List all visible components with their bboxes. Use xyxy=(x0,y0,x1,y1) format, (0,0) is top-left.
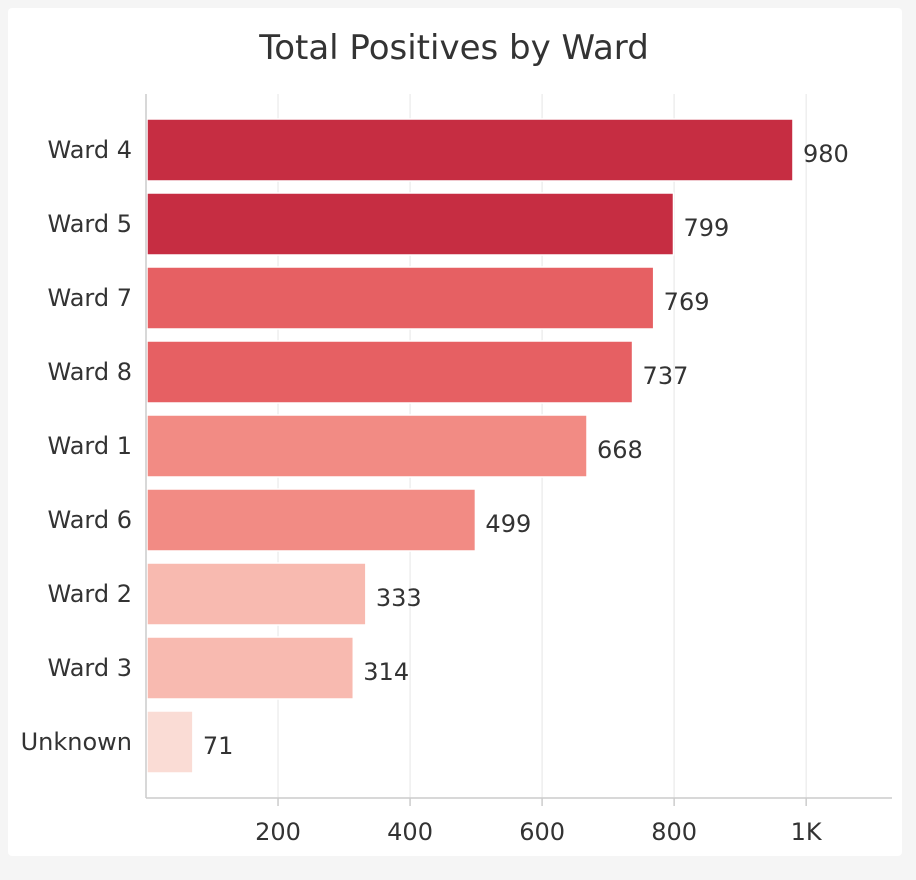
x-tick-label: 600 xyxy=(519,818,565,846)
category-label: Ward 6 xyxy=(48,506,132,534)
bar[interactable] xyxy=(146,192,675,256)
x-tick-label: 800 xyxy=(651,818,697,846)
value-label: 314 xyxy=(363,658,409,686)
axes xyxy=(145,94,892,799)
category-labels: Ward 4 Ward 5 Ward 7 Ward 8 Ward 1 Ward 6 Ward… xyxy=(21,136,132,756)
bar[interactable] xyxy=(146,488,477,552)
x-tick-label: 200 xyxy=(255,818,301,846)
category-label: Ward 8 xyxy=(48,358,132,386)
value-label: 71 xyxy=(203,732,234,760)
value-label: 769 xyxy=(664,288,710,316)
chart-title: Total Positives by Ward xyxy=(259,28,649,68)
category-label: Ward 3 xyxy=(48,654,132,682)
value-labels: 980 799 769 737 668 499 333 314 71 xyxy=(203,140,849,760)
category-label: Ward 1 xyxy=(48,432,132,460)
category-label: Ward 4 xyxy=(48,136,132,164)
x-tick-label: 1K xyxy=(791,818,823,846)
bar[interactable] xyxy=(146,636,355,700)
bar[interactable] xyxy=(146,340,634,404)
category-label: Ward 5 xyxy=(48,210,132,238)
value-label: 980 xyxy=(803,140,849,168)
tick-labels: 200 400 600 800 1K xyxy=(255,798,823,846)
value-label: 668 xyxy=(597,436,643,464)
category-label: Ward 7 xyxy=(48,284,132,312)
bar[interactable] xyxy=(146,266,655,330)
value-label: 799 xyxy=(683,214,729,242)
value-label: 499 xyxy=(485,510,531,538)
category-label: Unknown xyxy=(21,728,132,756)
bar[interactable] xyxy=(146,414,588,478)
bar[interactable] xyxy=(146,562,367,626)
value-label: 333 xyxy=(376,584,422,612)
category-label: Ward 2 xyxy=(48,580,132,608)
bar[interactable] xyxy=(146,118,794,182)
bar[interactable] xyxy=(146,710,194,774)
value-label: 737 xyxy=(643,362,689,390)
x-tick-label: 400 xyxy=(387,818,433,846)
bars xyxy=(146,118,794,774)
